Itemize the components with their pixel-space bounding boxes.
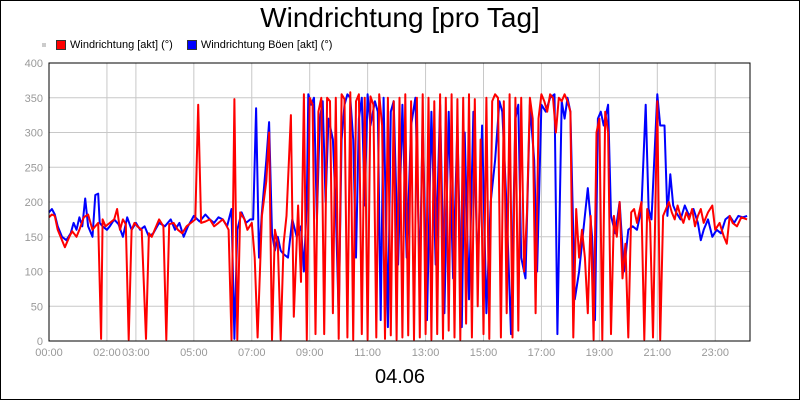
legend-label-wind: Windrichtung [akt] (°)	[70, 39, 173, 51]
legend-swatch-wind	[56, 40, 66, 50]
x-tick-label: 00:00	[35, 347, 63, 359]
x-tick-label: 07:00	[238, 347, 266, 359]
y-tick-label: 0	[37, 336, 43, 348]
y-tick-label: 400	[25, 58, 43, 70]
y-tick-label: 150	[25, 232, 43, 244]
legend-label-gust: Windrichtung Böen [akt] (°)	[200, 39, 333, 51]
x-tick-label: 19:00	[586, 347, 614, 359]
x-tick-label: 17:00	[528, 347, 556, 359]
y-tick-label: 350	[25, 93, 43, 105]
y-tick-label: 200	[25, 197, 43, 209]
legend-item-gust: Windrichtung Böen [akt] (°)	[186, 39, 333, 51]
y-tick-label: 100	[25, 267, 43, 279]
legend-item-wind: Windrichtung [akt] (°)	[56, 39, 173, 51]
x-tick-label: 02:00	[93, 347, 121, 359]
legend-marker-icon	[42, 43, 46, 47]
x-tick-label: 11:00	[354, 347, 381, 359]
y-tick-label: 300	[25, 128, 43, 140]
x-tick-label: 13:00	[412, 347, 440, 359]
x-axis-date-label: 04.06	[374, 366, 426, 388]
x-tick-label: 03:00	[122, 347, 150, 359]
y-tick-label: 50	[31, 301, 43, 313]
x-tick-label: 05:00	[180, 347, 208, 359]
x-tick-label: 23:00	[701, 347, 729, 359]
legend: Windrichtung [akt] (°) Windrichtung Böen…	[42, 38, 346, 52]
chart-title: Windrichtung [pro Tag]	[260, 2, 540, 33]
plot-border	[48, 62, 751, 342]
y-tick-label: 250	[25, 162, 43, 174]
series-line-wind	[48, 91, 748, 341]
x-tick-label: 15:00	[470, 347, 498, 359]
legend-swatch-gust	[186, 40, 197, 50]
x-tick-label: 21:00	[644, 347, 672, 359]
x-tick-label: 09:00	[296, 347, 324, 359]
